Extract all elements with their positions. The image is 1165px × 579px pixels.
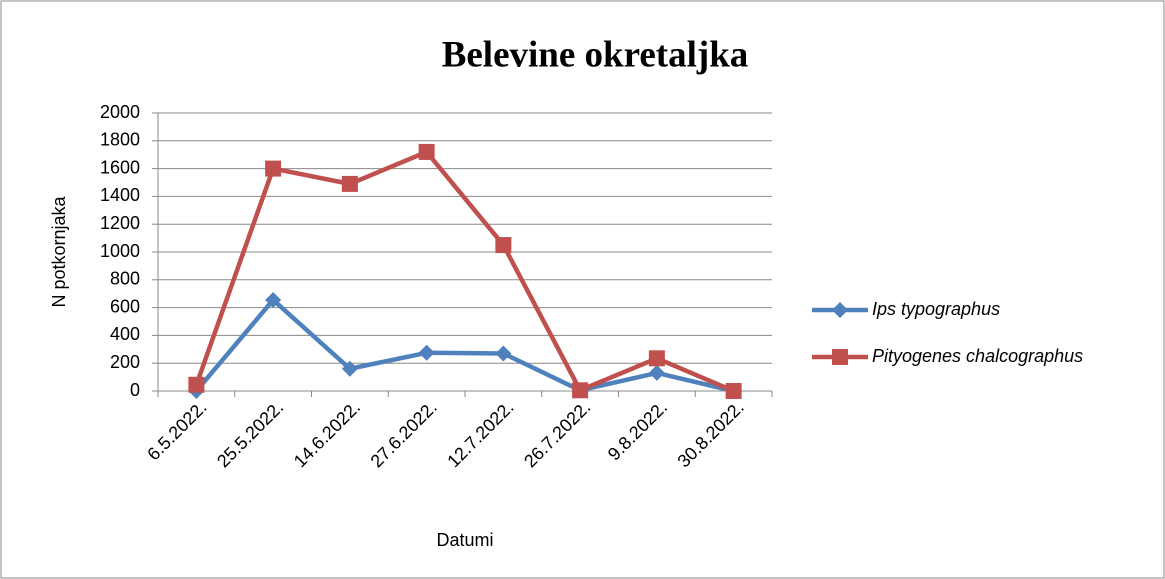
x-axis-label: Datumi (436, 530, 493, 550)
series-line (194, 297, 735, 394)
y-tick-label: 1600 (100, 157, 140, 177)
y-tick-label: 400 (110, 324, 140, 344)
data-point (572, 382, 589, 399)
y-tick-label: 1400 (100, 185, 140, 205)
chart-title: Belevine okretaljka (442, 34, 749, 75)
legend-label: Ips typographus (872, 299, 1000, 319)
data-point (265, 291, 282, 308)
legend-marker (832, 302, 848, 318)
y-tick-label: 0 (130, 380, 140, 400)
data-point (265, 160, 282, 177)
data-point (418, 143, 435, 160)
data-point (648, 350, 665, 367)
series-line (194, 149, 735, 394)
data-point (495, 237, 512, 254)
data-point (341, 360, 358, 377)
legend-marker (832, 349, 848, 365)
data-point (495, 345, 512, 362)
y-tick-label: 1200 (100, 213, 140, 233)
y-tick-label: 600 (110, 296, 140, 316)
y-tick-label: 200 (110, 352, 140, 372)
data-point (648, 364, 665, 381)
legend-label: Pityogenes chalcographus (872, 346, 1083, 366)
y-tick-label: 1800 (100, 130, 140, 150)
y-tick-label: 1000 (100, 241, 140, 261)
data-point (188, 376, 205, 393)
data-point (341, 175, 358, 192)
data-point (418, 344, 435, 361)
y-tick-label: 800 (110, 269, 140, 289)
y-tick-label: 2000 (100, 102, 140, 122)
y-axis-label: N potkornjaka (49, 195, 69, 307)
data-point (725, 383, 742, 399)
